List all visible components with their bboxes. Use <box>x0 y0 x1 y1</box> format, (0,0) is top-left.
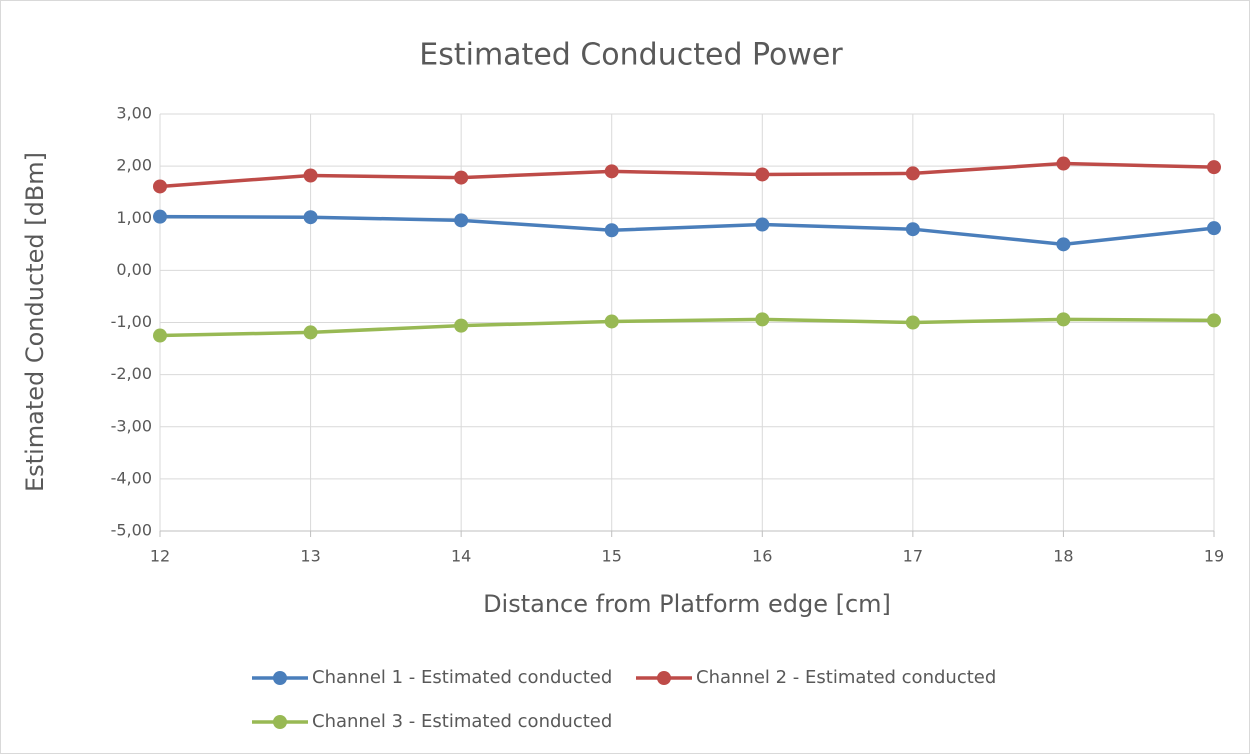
data-point <box>153 179 167 194</box>
x-tick-label: 13 <box>300 547 320 566</box>
data-point <box>604 314 619 329</box>
legend-marker <box>273 715 287 729</box>
y-tick-label: 0,00 <box>116 260 152 279</box>
y-tick-label: 1,00 <box>116 208 152 227</box>
legend-marker <box>273 671 287 685</box>
data-point <box>905 315 920 330</box>
data-point <box>755 167 770 182</box>
y-tick-label: 3,00 <box>116 104 152 123</box>
data-point <box>454 170 469 185</box>
y-tick-label: -3,00 <box>111 416 152 435</box>
data-point <box>303 210 318 225</box>
data-point <box>755 217 770 232</box>
data-point <box>1056 312 1071 327</box>
data-point <box>1056 156 1071 171</box>
data-point <box>604 164 619 179</box>
x-tick-label: 12 <box>150 547 170 566</box>
y-tick-label: -1,00 <box>111 312 152 331</box>
data-point <box>1207 221 1221 236</box>
series-line <box>159 161 1215 189</box>
data-point <box>1207 160 1221 175</box>
data-point <box>604 223 619 238</box>
series-line <box>159 317 1215 338</box>
y-axis-label: Estimated Conducted [dBm] <box>21 152 49 492</box>
series-line <box>159 214 1215 247</box>
y-tick-label: -2,00 <box>111 364 152 383</box>
legend-label: Channel 2 - Estimated conducted <box>696 667 996 688</box>
legend-label: Channel 1 - Estimated conducted <box>312 667 612 688</box>
data-point <box>454 213 469 228</box>
data-point <box>153 328 167 343</box>
data-point <box>1056 237 1071 252</box>
y-tick-label: -5,00 <box>111 521 152 540</box>
legend-label: Channel 3 - Estimated conducted <box>312 711 612 732</box>
data-point <box>905 166 920 181</box>
data-point <box>303 325 318 340</box>
x-tick-label: 15 <box>602 547 622 566</box>
data-point <box>153 209 167 224</box>
x-axis-label: Distance from Platform edge [cm] <box>483 590 891 618</box>
x-tick-label: 16 <box>752 547 772 566</box>
data-point <box>755 312 770 327</box>
x-tick-label: 19 <box>1204 547 1224 566</box>
y-tick-label: -4,00 <box>111 468 152 487</box>
x-tick-label: 14 <box>451 547 471 566</box>
data-point <box>303 168 318 183</box>
y-tick-label: 2,00 <box>116 156 152 175</box>
x-tick-label: 17 <box>903 547 923 566</box>
x-tick-label: 18 <box>1053 547 1073 566</box>
legend-marker <box>657 671 671 685</box>
chart-title: Estimated Conducted Power <box>419 38 843 73</box>
data-point <box>905 222 920 237</box>
data-point <box>1207 313 1221 328</box>
data-point <box>454 318 469 333</box>
